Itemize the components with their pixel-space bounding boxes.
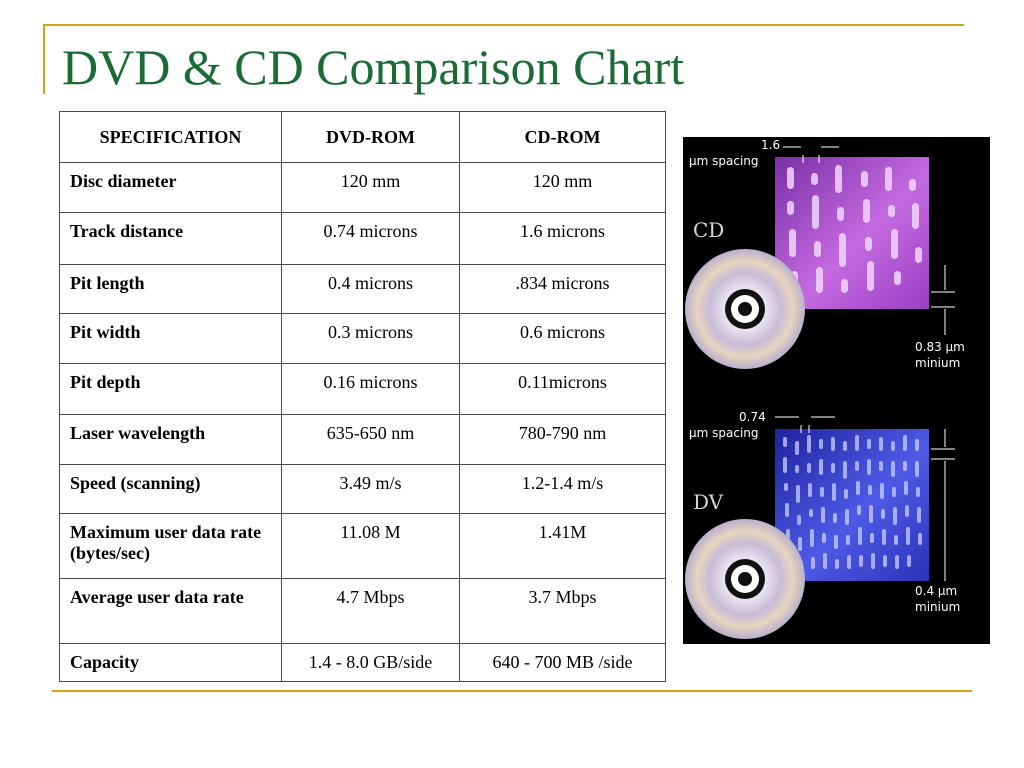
top-rule: [44, 24, 964, 26]
cd-label: CD: [693, 218, 724, 242]
cd-value: 1.2-1.4 m/s: [459, 464, 666, 514]
row-label: Capacity: [59, 643, 282, 682]
table-row: Speed (scanning) 3.49 m/s 1.2-1.4 m/s: [59, 464, 666, 514]
table-row: Average user data rate 4.7 Mbps 3.7 Mbps: [59, 578, 666, 644]
table-header-row: SPECIFICATION DVD-ROM CD-ROM: [59, 111, 666, 163]
slide-title: DVD & CD Comparison Chart: [62, 39, 685, 95]
table-row: Pit width 0.3 microns 0.6 microns: [59, 313, 666, 364]
cd-pit-surface: [775, 157, 929, 309]
table-row: Track distance 0.74 microns 1.6 microns: [59, 212, 666, 265]
dvd-value: 0.4 microns: [281, 264, 460, 314]
cd-value: 780-790 nm: [459, 414, 666, 465]
cd-value: 0.11microns: [459, 363, 666, 415]
dvd-pits: [783, 435, 922, 571]
header-specification: SPECIFICATION: [59, 111, 282, 163]
dvd-pit-surface: [775, 429, 929, 581]
dvd-spacing-value: 0.74: [739, 410, 766, 424]
row-label: Pit width: [59, 313, 282, 364]
row-label: Speed (scanning): [59, 464, 282, 514]
row-label: Average user data rate: [59, 578, 282, 644]
dvd-value: 120 mm: [281, 162, 460, 213]
cd-value: 640 - 700 MB /side: [459, 643, 666, 682]
row-label: Pit length: [59, 264, 282, 314]
left-rule: [43, 24, 45, 94]
cd-value: 1.41M: [459, 513, 666, 579]
table-row: Laser wavelength 635-650 nm 780-790 nm: [59, 414, 666, 465]
header-cd-rom: CD-ROM: [459, 111, 666, 163]
cd-pits: [787, 165, 922, 293]
cd-disc-icon: [685, 249, 805, 369]
cd-value: 120 mm: [459, 162, 666, 213]
dvd-value: 1.4 - 8.0 GB/side: [281, 643, 460, 682]
table-row: Capacity 1.4 - 8.0 GB/side 640 - 700 MB …: [59, 643, 666, 682]
dvd-min-value: 0.4 µm: [915, 584, 957, 598]
table-row: Pit length 0.4 microns .834 microns: [59, 264, 666, 314]
dvd-value: 11.08 M: [281, 513, 460, 579]
row-label: Track distance: [59, 212, 282, 265]
row-label: Disc diameter: [59, 162, 282, 213]
cd-value: 3.7 Mbps: [459, 578, 666, 644]
row-label: Maximum user data rate (bytes/sec): [59, 513, 282, 579]
dvd-value: 4.7 Mbps: [281, 578, 460, 644]
dvd-min-word: minium: [915, 600, 960, 614]
cd-spacing-unit: µm spacing: [689, 154, 759, 168]
table-row: Pit depth 0.16 microns 0.11microns: [59, 363, 666, 415]
table-row: Disc diameter 120 mm 120 mm: [59, 162, 666, 213]
table-row: Maximum user data rate (bytes/sec) 11.08…: [59, 513, 666, 579]
dvd-spacing-arrows: [775, 416, 955, 581]
dvd-spacing-unit: µm spacing: [689, 426, 759, 440]
cd-value: 1.6 microns: [459, 212, 666, 265]
dvd-label: DV: [693, 490, 724, 514]
disc-pit-illustration: CD 1.6 µm spacing 0.83 µm minium: [683, 137, 990, 644]
cd-spacing-arrows: [783, 146, 955, 335]
cd-value: .834 microns: [459, 264, 666, 314]
comparison-table: SPECIFICATION DVD-ROM CD-ROM Disc diamet…: [59, 111, 666, 682]
dvd-section: DV 0.74 µm spacing 0.4 µm minium: [685, 410, 960, 639]
dvd-value: 635-650 nm: [281, 414, 460, 465]
header-dvd-rom: DVD-ROM: [281, 111, 460, 163]
row-label: Pit depth: [59, 363, 282, 415]
dvd-value: 0.74 microns: [281, 212, 460, 265]
cd-section: CD 1.6 µm spacing 0.83 µm minium: [685, 138, 965, 370]
row-label: Laser wavelength: [59, 414, 282, 465]
dvd-disc-icon: [685, 519, 805, 639]
dvd-value: 0.16 microns: [281, 363, 460, 415]
cd-min-word: minium: [915, 356, 960, 370]
bottom-rule: [52, 690, 972, 692]
dvd-value: 0.3 microns: [281, 313, 460, 364]
cd-spacing-value: 1.6: [761, 138, 780, 152]
cd-value: 0.6 microns: [459, 313, 666, 364]
cd-min-value: 0.83 µm: [915, 340, 965, 354]
dvd-value: 3.49 m/s: [281, 464, 460, 514]
